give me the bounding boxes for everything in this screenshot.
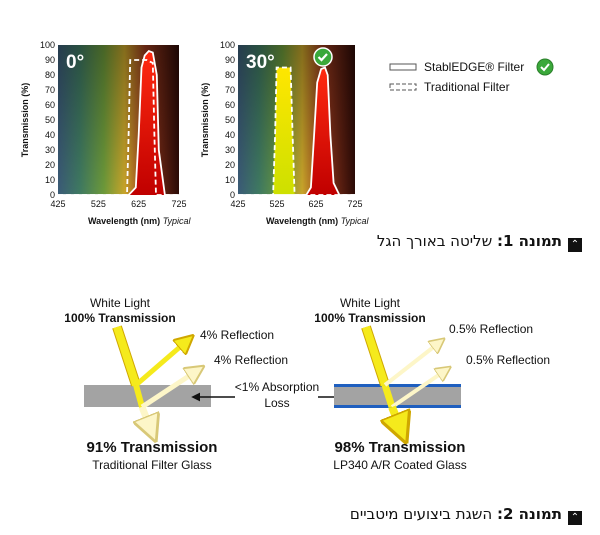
- y-tick-label: 30: [45, 145, 55, 155]
- transmitted-beam: [392, 405, 402, 432]
- y-tick-label: 60: [225, 100, 235, 110]
- y-tick-label: 90: [45, 55, 55, 65]
- absorption-annotation: <1% Absorption Loss: [191, 380, 362, 410]
- incoming-beam: [113, 325, 140, 387]
- legend-item-traditional: Traditional Filter: [389, 80, 510, 94]
- x-tick-label: 625: [131, 199, 146, 209]
- y-tick-label: 40: [45, 130, 55, 140]
- transmitted-beam: [142, 405, 152, 432]
- right-transmission: 98% Transmission: [335, 439, 466, 456]
- chart-30-y-ticks: 0 10 20 30 40 50 60 70 80 90 100: [220, 40, 235, 200]
- y-tick-label: 20: [225, 160, 235, 170]
- legend-label-stabledge: StablEDGE® Filter: [424, 60, 524, 74]
- chart-0-ylabel: Transmission (%): [20, 83, 30, 158]
- x-tick-label: 725: [347, 199, 362, 209]
- legend-label-traditional: Traditional Filter: [424, 80, 510, 94]
- absorption-label-line1: <1% Absorption: [235, 380, 319, 394]
- chart-0-peak-fill: [58, 51, 179, 195]
- chart-0-x-ticks: 425 525 625 725: [50, 199, 186, 209]
- y-tick-label: 10: [45, 175, 55, 185]
- y-tick-label: 50: [225, 115, 235, 125]
- double-chevron-up-icon: ⌃: [568, 511, 582, 525]
- x-tick-label: 525: [91, 199, 106, 209]
- y-tick-label: 70: [225, 85, 235, 95]
- double-chevron-up-icon: ⌃: [568, 238, 582, 252]
- legend-item-stabledge: StablEDGE® Filter: [389, 58, 554, 76]
- y-tick-label: 0: [230, 190, 235, 200]
- chart-0-y-ticks: 0 10 20 30 40 50 60 70 80 90 100: [40, 40, 55, 200]
- left-incoming-bold: 100% Transmission: [64, 311, 175, 325]
- chart-30-red-peak-fill: [238, 67, 355, 195]
- chart-30-ylabel: Transmission (%): [200, 83, 210, 158]
- left-incoming-label: White Light: [90, 296, 151, 310]
- left-glass-label: Traditional Filter Glass: [92, 458, 212, 472]
- left-transmission: 91% Transmission: [87, 439, 218, 456]
- chart-0-angle-label: 0°: [66, 52, 84, 73]
- coated-glass-slab: [334, 385, 461, 407]
- reflection-beam-2: [140, 370, 198, 410]
- right-reflection-2: 0.5% Reflection: [466, 353, 550, 367]
- left-reflection-1: 4% Reflection: [200, 328, 274, 342]
- chart-30-xlabel: Wavelength (nm) Typical: [266, 216, 370, 226]
- figure1-caption: ⌃תמונה 1: שליטה באורך הגל: [377, 232, 582, 252]
- chart-0deg: 0° 0 10 20 30 40 50 60 70 80 90 100 425 525 625 725 T…: [20, 40, 192, 226]
- y-tick-label: 50: [45, 115, 55, 125]
- chart-0-stabledge-line: [58, 49, 179, 195]
- chart-30-x-ticks: 425 525 625 725: [230, 199, 362, 209]
- chart-legend: StablEDGE® Filter Traditional Filter: [389, 58, 554, 94]
- x-tick-label: 525: [269, 199, 284, 209]
- reflection-beam-2: [390, 370, 446, 409]
- traditional-glass-diagram: White Light 100% Transmission 4% Reflect…: [64, 296, 288, 472]
- left-reflection-2: 4% Reflection: [214, 353, 288, 367]
- figure2-caption: ⌃תמונה 2: השגת ביצועים מיטביים: [350, 505, 582, 525]
- right-incoming-bold: 100% Transmission: [314, 311, 425, 325]
- chart-30-stabledge-line: [238, 66, 355, 195]
- figure2-diagram: White Light 100% Transmission 4% Reflect…: [64, 296, 550, 472]
- reflection-beam-1: [134, 340, 188, 387]
- right-glass-label: LP340 A/R Coated Glass: [333, 458, 466, 472]
- y-tick-label: 0: [50, 190, 55, 200]
- y-tick-label: 40: [225, 130, 235, 140]
- x-tick-label: 725: [171, 199, 186, 209]
- x-tick-label: 625: [308, 199, 323, 209]
- right-reflection-1: 0.5% Reflection: [449, 322, 533, 336]
- chart-30-angle-label: 30°: [246, 52, 275, 73]
- coated-glass-diagram: White Light 100% Transmission 0.5% Refle…: [314, 296, 550, 472]
- y-tick-label: 90: [225, 55, 235, 65]
- y-tick-label: 10: [225, 175, 235, 185]
- y-tick-label: 30: [225, 145, 235, 155]
- y-tick-label: 80: [225, 70, 235, 80]
- reflection-beam-1: [383, 342, 440, 387]
- y-tick-label: 100: [220, 40, 235, 50]
- chart-0-xlabel: Wavelength (nm) Typical: [88, 216, 192, 226]
- chart-0-traditional-line: [58, 59, 179, 195]
- ar-coating-top: [334, 384, 461, 387]
- right-incoming-label: White Light: [340, 296, 401, 310]
- ar-coating-bottom: [334, 405, 461, 408]
- absorption-label-line2: Loss: [264, 396, 289, 410]
- traditional-glass-slab: [84, 385, 211, 407]
- y-tick-label: 80: [45, 70, 55, 80]
- x-tick-label: 425: [230, 199, 245, 209]
- y-tick-label: 100: [40, 40, 55, 50]
- incoming-beam: [362, 325, 389, 387]
- stabledge-check-badge-icon: [313, 47, 333, 67]
- y-tick-label: 60: [45, 100, 55, 110]
- x-tick-label: 425: [50, 199, 65, 209]
- y-tick-label: 70: [45, 85, 55, 95]
- y-tick-label: 20: [45, 160, 55, 170]
- stabledge-check-badge-icon: [536, 58, 554, 76]
- chart-30-traditional-line: [238, 66, 355, 195]
